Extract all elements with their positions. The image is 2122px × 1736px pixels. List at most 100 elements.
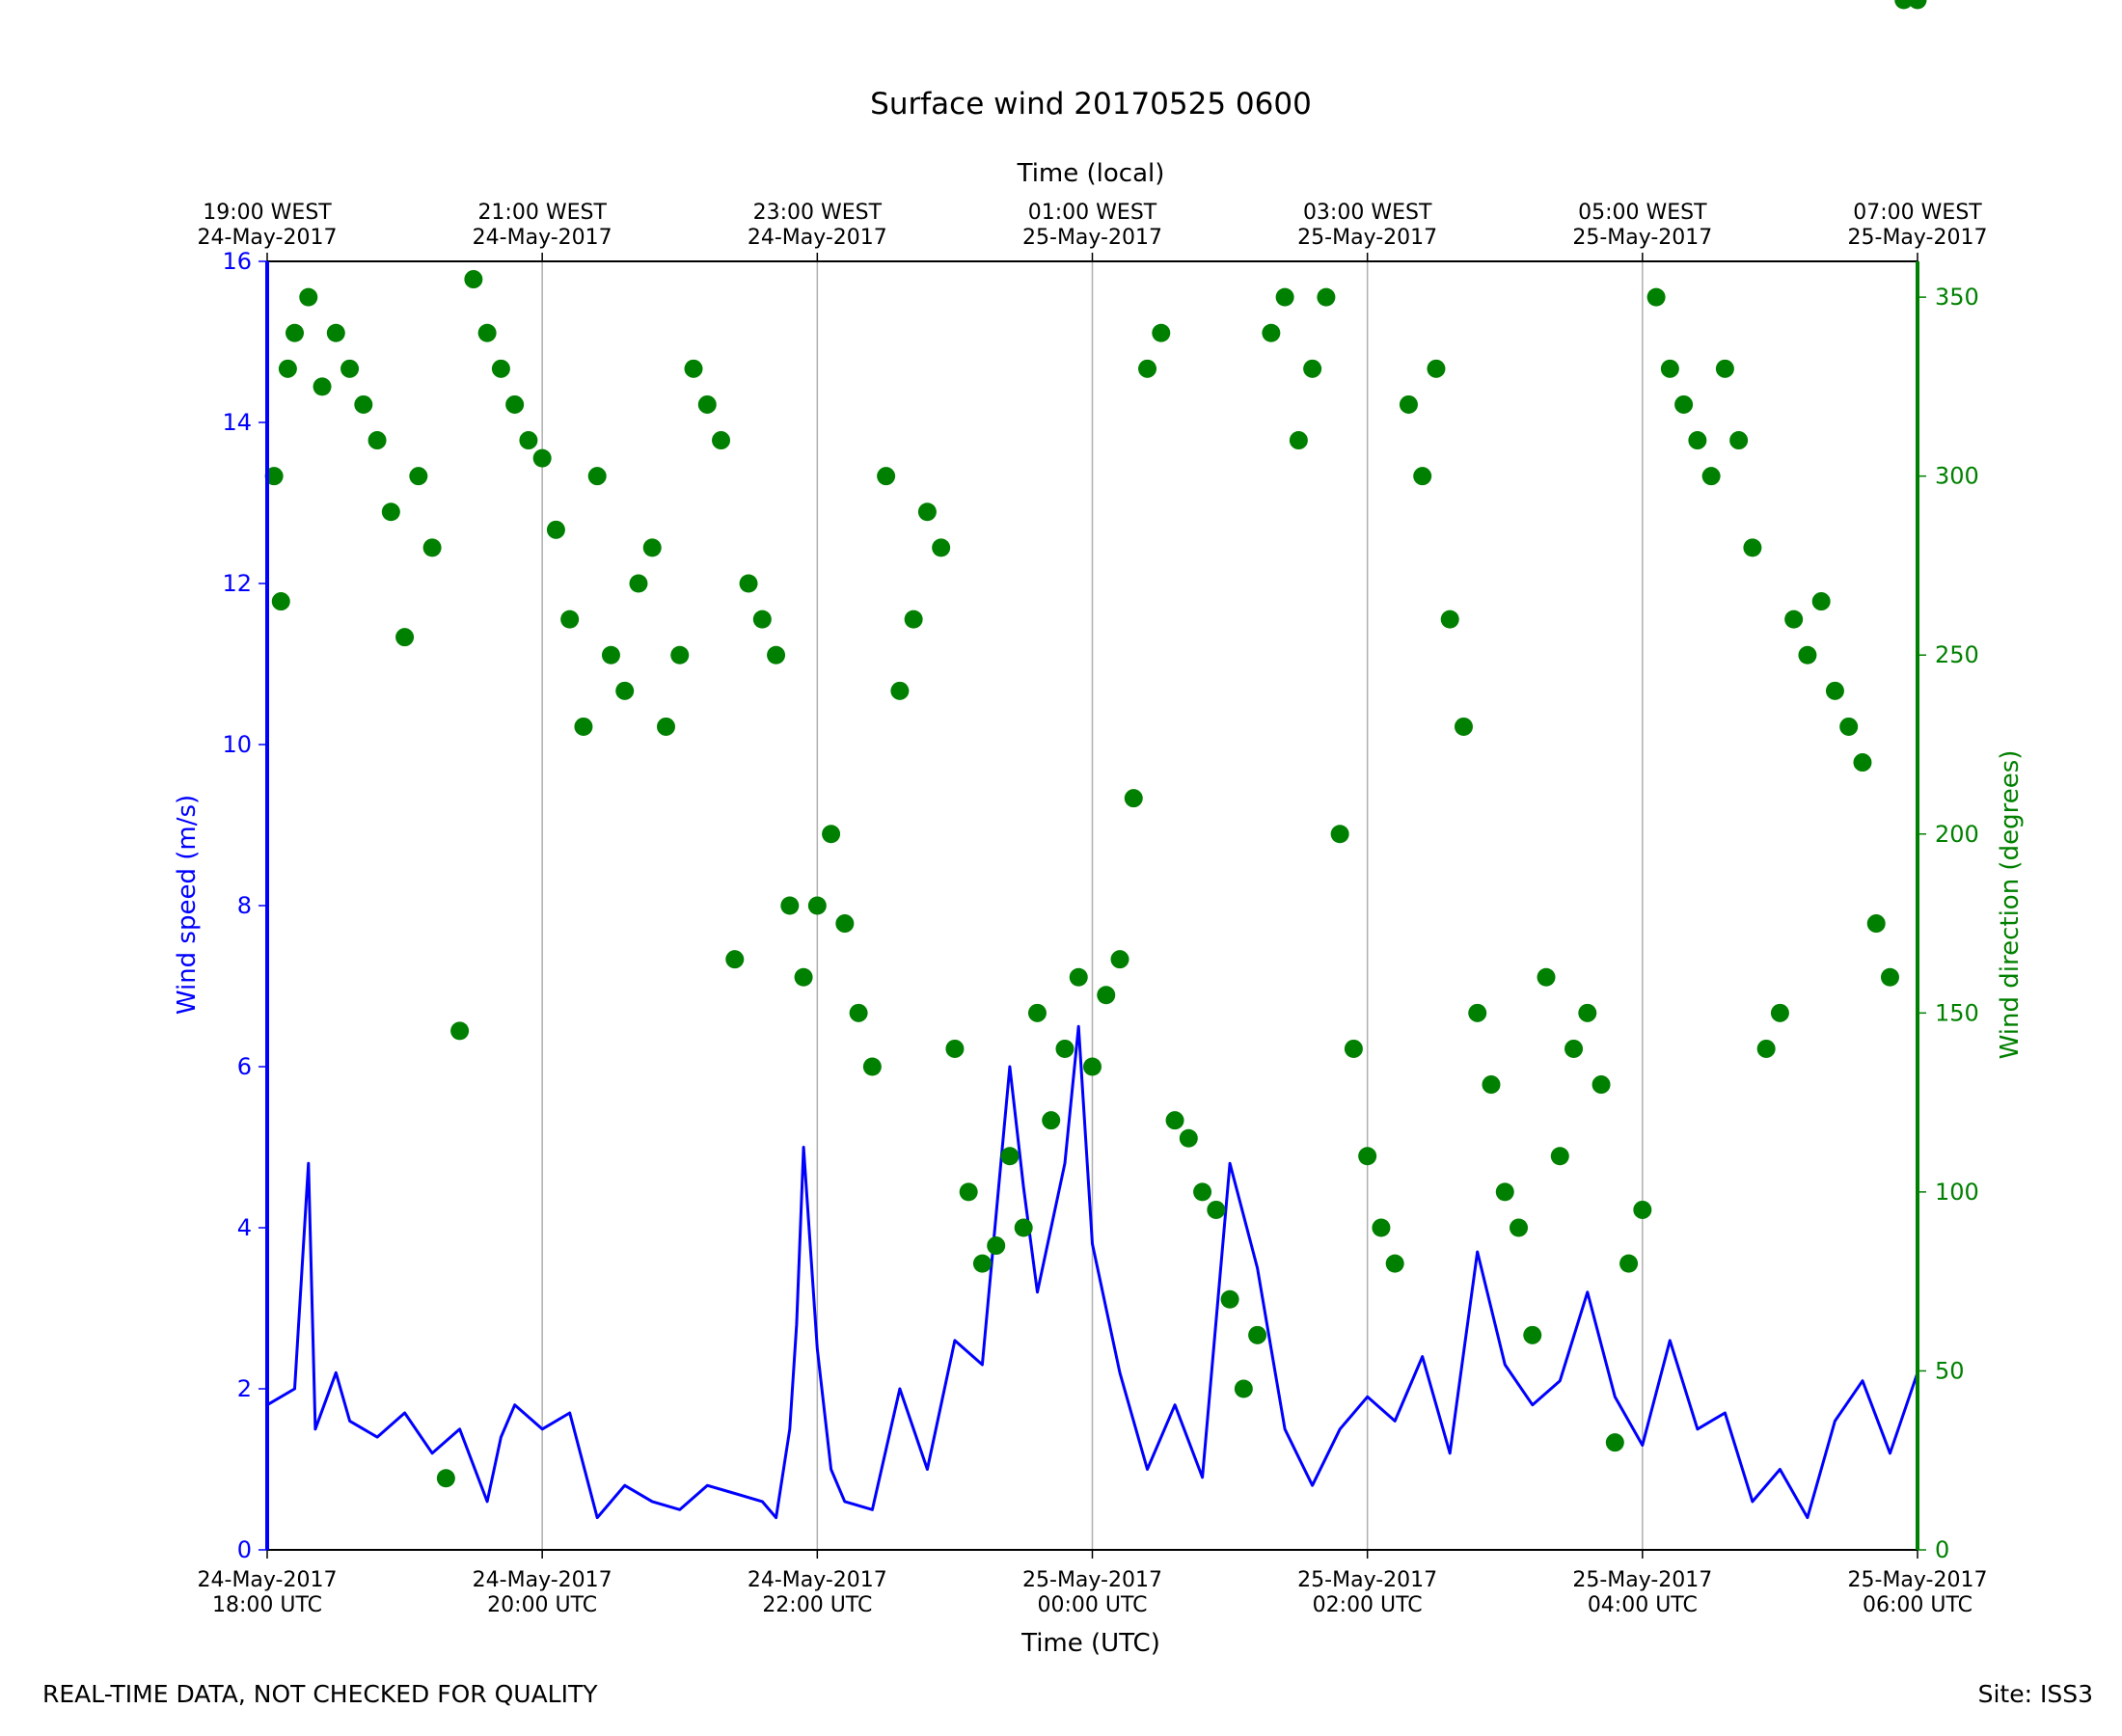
x-tick-label: 25-May-2017 [1572,1568,1712,1592]
wind-direction-point [1372,1218,1391,1237]
wind-direction-point [725,950,745,969]
wind-direction-point [422,538,442,557]
wind-direction-point [1124,789,1143,808]
wind-direction-point [1729,431,1749,450]
wind-direction-point [1688,431,1707,450]
wind-direction-point [1344,1039,1363,1058]
top-tick-label: 24-May-2017 [198,226,338,250]
wind-direction-point [1756,1039,1776,1058]
y-right-tick-label: 250 [1935,641,1979,668]
wind-direction-point [1234,1379,1253,1398]
wind-direction-point [1468,1003,1487,1022]
wind-direction-point [890,681,910,700]
wind-direction-point [1866,914,1886,934]
wind-direction-point [1385,1254,1404,1273]
wind-direction-point [1880,967,1899,987]
wind-direction-point [987,1236,1006,1256]
y-right-axis-title: Wind direction (degrees) [1996,750,2025,1060]
top-tick-label: 05:00 WEST [1578,201,1707,225]
wind-direction-point [299,287,318,307]
top-axis-title: Time (local) [1017,159,1165,188]
wind-direction-point [1811,592,1831,611]
wind-direction-point [340,359,360,378]
wind-direction-point [450,1021,470,1041]
plot-frame [265,260,1919,1551]
x-tick-label: 02:00 UTC [1313,1593,1423,1617]
wind-direction-point [313,377,332,396]
wind-direction-point [491,359,510,378]
x-tick-label: 20:00 UTC [487,1593,597,1617]
y-right-tick-label: 100 [1935,1179,1979,1206]
wind-direction-point [917,502,937,522]
wind-direction-point [1427,359,1446,378]
y-right-tick-label: 0 [1935,1536,1949,1563]
wind-direction-point [739,574,758,593]
wind-direction-point [601,645,620,665]
wind-direction-point [1510,1218,1529,1237]
y-left-tick-label: 6 [237,1053,252,1080]
wind-direction-point [1578,1003,1597,1022]
wind-direction-point [835,914,855,934]
wind-direction-point [752,610,772,629]
wind-direction-point [1138,359,1157,378]
x-tick-label: 06:00 UTC [1863,1593,1972,1617]
wind-speed-series [266,1024,1919,1520]
wind-direction-point [1289,431,1308,450]
wind-direction-point [1193,1182,1212,1202]
x-tick-label: 18:00 UTC [212,1593,322,1617]
wind-direction-point [1069,967,1088,987]
y-right-tick-label: 50 [1935,1357,1965,1384]
wind-direction-point [505,394,525,414]
y-left-tick-label: 4 [237,1214,252,1241]
top-tick-label: 25-May-2017 [1848,226,1988,250]
wind-direction-point [264,467,284,486]
y-right-tick-label: 200 [1935,821,1979,848]
wind-direction-point [1839,717,1859,736]
y-left-tick-label: 0 [237,1536,252,1563]
y-left-axis-title: Wind speed (m/s) [173,795,202,1015]
y-left-tick-label: 10 [222,731,252,758]
y-left-tick-label: 12 [222,570,252,597]
wind-direction-point [1550,1147,1569,1166]
wind-direction-point [354,394,373,414]
wind-direction-point [1110,950,1129,969]
top-tick-label: 24-May-2017 [748,226,887,250]
x-tick-label: 00:00 UTC [1037,1593,1147,1617]
wind-direction-point [1894,0,1914,10]
wind-direction-point [560,610,580,629]
x-tick-label: 24-May-2017 [198,1568,338,1592]
wind-direction-point [712,431,731,450]
wind-direction-point [1660,359,1679,378]
wind-direction-series [264,0,1927,1488]
y-right-tick-label: 350 [1935,284,1979,311]
top-tick-label: 25-May-2017 [1297,226,1437,250]
y-left-tick-label: 2 [237,1375,252,1402]
wind-direction-point [1330,825,1349,844]
wind-direction-point [278,359,297,378]
wind-direction-point [1027,1003,1047,1022]
wind-direction-point [1743,538,1762,557]
wind-direction-point [1853,753,1872,773]
wind-direction-point [862,1057,882,1076]
wind-direction-point [780,896,800,915]
wind-direction-point [1262,323,1281,342]
wind-direction-point [546,520,565,539]
wind-direction-point [409,467,428,486]
wind-direction-point [1152,323,1171,342]
x-tick-label: 25-May-2017 [1022,1568,1162,1592]
wind-direction-point [1825,681,1844,700]
wind-direction-point [1207,1200,1226,1219]
wind-direction-point [1317,287,1336,307]
wind-direction-point [822,825,841,844]
wind-direction-point [1413,467,1432,486]
top-tick-label: 25-May-2017 [1572,226,1712,250]
wind-direction-point [381,502,400,522]
wind-direction-point [1055,1039,1075,1058]
wind-direction-point [1179,1128,1198,1148]
wind-direction-point [1495,1182,1514,1202]
wind-direction-point [807,896,827,915]
wind-direction-point [877,467,896,486]
wind-direction-point [1537,967,1556,987]
wind-direction-point [1097,986,1116,1005]
